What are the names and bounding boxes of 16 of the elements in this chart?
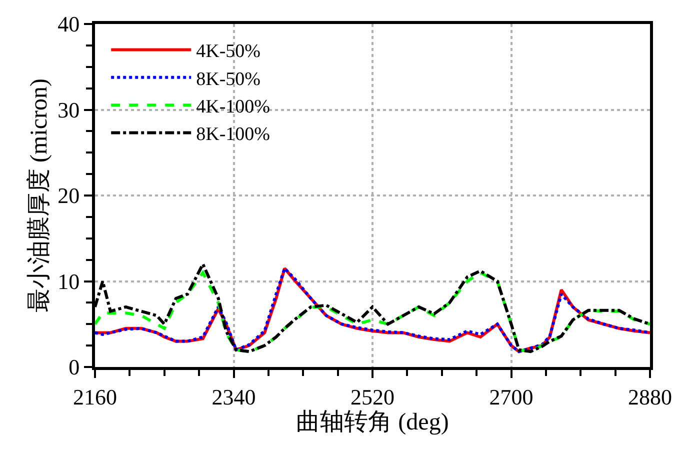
legend-label: 8K-100%	[196, 124, 270, 146]
legend-label: 4K-50%	[196, 41, 261, 62]
y-tick-label: 30	[58, 97, 80, 122]
x-tick-label: 2160	[73, 384, 117, 410]
x-tick-label: 2880	[628, 384, 672, 410]
y-tick-label: 20	[58, 183, 80, 208]
y-tick-label: 0	[68, 354, 80, 380]
legend-label: 4K-100%	[196, 96, 270, 118]
x-tick-label: 2700	[489, 384, 534, 410]
y-axis-title: 最小油膜厚度 (micron)	[26, 78, 53, 312]
y-tick-label: 40	[58, 12, 80, 37]
x-axis-title: 曲轴转角 (deg)	[296, 409, 449, 436]
x-tick-label: 2340	[212, 384, 256, 410]
y-tick-label: 10	[58, 268, 80, 294]
legend-label: 8K-50%	[196, 68, 261, 90]
x-tick-label: 2520	[350, 384, 394, 410]
